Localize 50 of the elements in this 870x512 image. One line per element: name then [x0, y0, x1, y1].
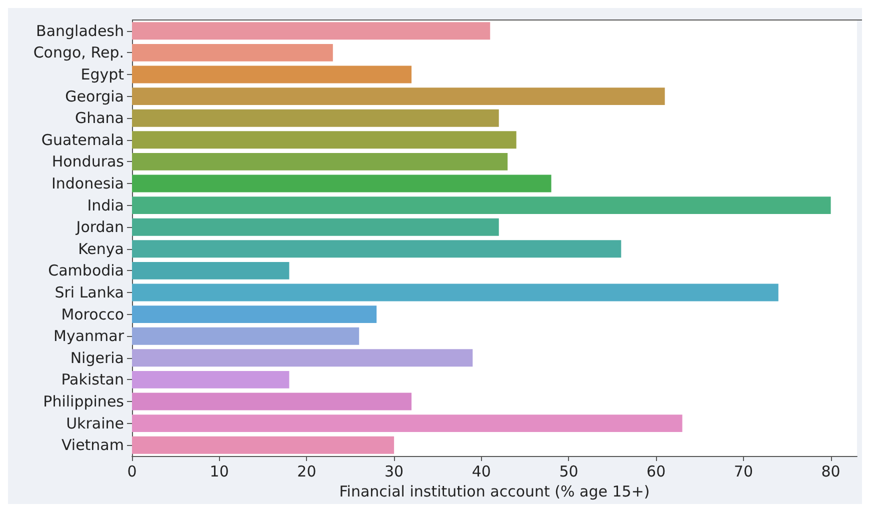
bar	[132, 174, 552, 192]
y-tick-label: Nigeria	[70, 348, 124, 367]
x-tick-label: 70	[734, 462, 753, 480]
bar	[132, 66, 412, 84]
x-tick-label: 0	[127, 462, 137, 480]
bar	[132, 88, 665, 106]
bar	[132, 306, 377, 324]
x-tick-label: 10	[210, 462, 229, 480]
bar	[132, 414, 682, 432]
y-tick-label: India	[87, 196, 124, 214]
y-tick-label: Bangladesh	[36, 22, 124, 40]
bar	[132, 152, 508, 170]
x-axis-title: Financial institution account (% age 15+)	[339, 482, 650, 500]
y-tick-label: Egypt	[80, 66, 124, 84]
bar	[132, 131, 516, 149]
bar	[132, 436, 394, 454]
y-tick-label: Cambodia	[48, 262, 124, 280]
x-tick-label: 50	[559, 462, 578, 480]
bar	[132, 196, 831, 214]
x-tick-label: 60	[646, 462, 666, 480]
y-tick-label: Kenya	[78, 240, 124, 258]
bar	[132, 392, 412, 410]
y-tick-label: Sri Lanka	[54, 284, 124, 302]
bar	[132, 22, 490, 40]
bar	[132, 218, 499, 236]
bar	[132, 284, 778, 302]
x-tick-label: 80	[821, 462, 840, 480]
x-tick-label: 20	[297, 462, 316, 480]
y-tick-label: Honduras	[52, 152, 124, 171]
y-tick-label: Myanmar	[54, 327, 125, 346]
y-tick-label: Vietnam	[61, 436, 124, 454]
y-tick-label: Philippines	[43, 392, 124, 410]
bar	[132, 240, 622, 258]
bar	[132, 262, 290, 280]
y-tick-label: Jordan	[75, 218, 124, 236]
y-tick-label: Georgia	[65, 87, 124, 106]
y-tick-label: Guatemala	[41, 130, 124, 149]
y-tick-label: Ukraine	[66, 414, 124, 432]
bar	[132, 109, 499, 127]
bar	[132, 44, 333, 62]
bar	[132, 370, 290, 388]
bar	[132, 349, 473, 367]
y-tick-label: Ghana	[74, 109, 124, 128]
y-tick-label: Congo, Rep.	[33, 44, 124, 62]
y-tick-label: Pakistan	[61, 370, 124, 389]
y-tick-label: Indonesia	[51, 174, 124, 192]
bar	[132, 327, 360, 345]
y-tick-label: Morocco	[61, 305, 124, 324]
x-tick-label: 30	[384, 462, 404, 480]
x-tick-label: 40	[472, 462, 491, 480]
